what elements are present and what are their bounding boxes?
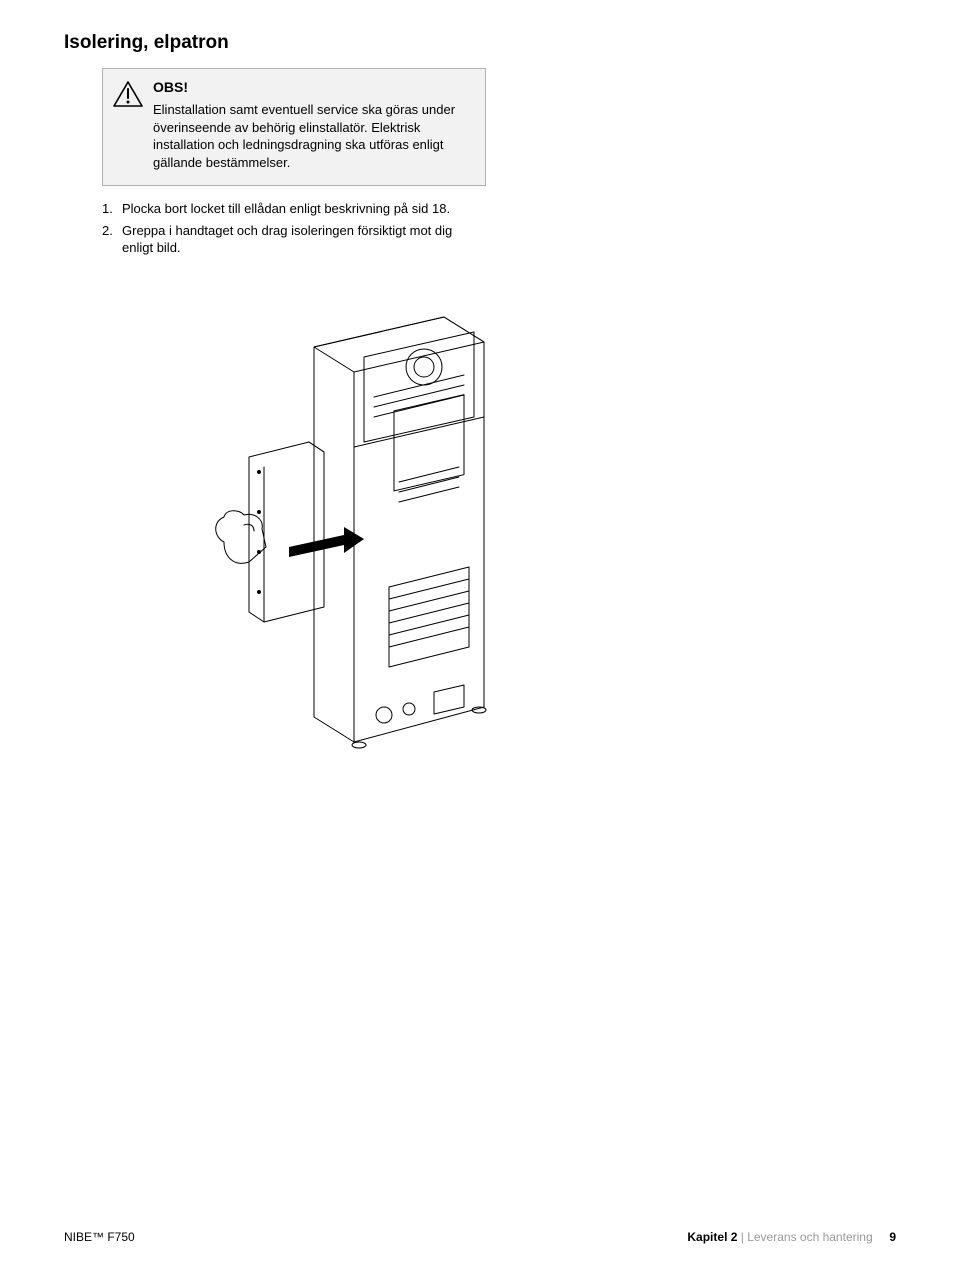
obs-text: Elinstallation samt eventuell service sk…: [153, 101, 471, 171]
footer-chapter-title: Leverans och hantering: [747, 1230, 872, 1244]
step-item: 2. Greppa i handtaget och drag isolering…: [102, 222, 486, 257]
warning-icon: [113, 81, 143, 112]
device-diagram: [194, 287, 896, 762]
step-text: Greppa i handtaget och drag isoleringen …: [122, 222, 486, 257]
step-number: 1.: [102, 200, 122, 218]
obs-title: OBS!: [153, 79, 471, 95]
footer-page-number: 9: [889, 1230, 896, 1244]
step-text: Plocka bort locket till ellådan enligt b…: [122, 200, 450, 218]
step-number: 2.: [102, 222, 122, 257]
obs-box: OBS! Elinstallation samt eventuell servi…: [102, 68, 486, 186]
section-title: Isolering, elpatron: [64, 32, 896, 54]
footer-product: NIBE™ F750: [64, 1230, 135, 1244]
steps-list: 1. Plocka bort locket till ellådan enlig…: [102, 200, 486, 257]
page-footer: NIBE™ F750 Kapitel 2 | Leverans och hant…: [64, 1230, 896, 1244]
step-item: 1. Plocka bort locket till ellådan enlig…: [102, 200, 486, 218]
page: Isolering, elpatron OBS! Elinstallation …: [0, 0, 960, 1272]
footer-chapter-label: Kapitel 2: [687, 1230, 737, 1244]
footer-chapter: Kapitel 2 | Leverans och hantering: [687, 1230, 876, 1244]
footer-right: Kapitel 2 | Leverans och hantering 9: [687, 1230, 896, 1244]
